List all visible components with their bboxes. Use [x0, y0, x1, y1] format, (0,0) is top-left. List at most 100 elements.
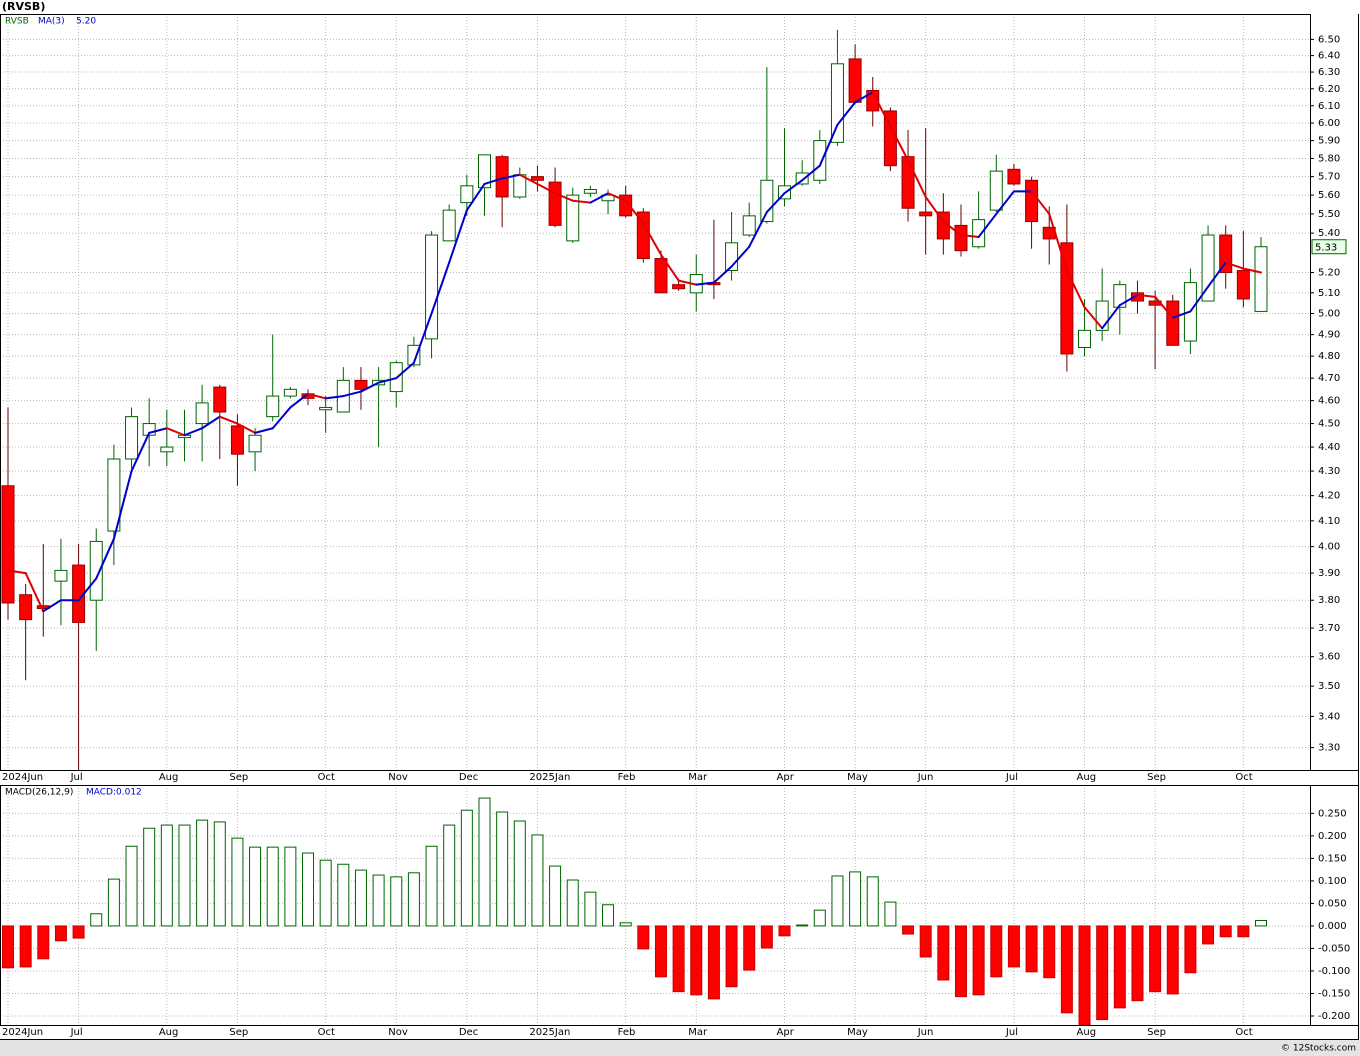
candle-body: [1025, 179, 1039, 223]
candle-body: [1113, 284, 1127, 308]
macd-title: MACD(26,12,9): [5, 788, 73, 798]
macd-bar: [19, 925, 32, 968]
y-tick-label: 0.250: [1318, 808, 1347, 819]
ma-line: [236, 422, 257, 434]
macd-bar: [266, 846, 279, 927]
x-tick-label: Jul: [1005, 1027, 1018, 1038]
ma-line: [712, 265, 733, 284]
macd-bar: [249, 846, 262, 927]
macd-bar: [690, 925, 703, 996]
ma-line: [1154, 295, 1174, 319]
x-tick-label: Jul: [70, 772, 83, 783]
y-tick-label: 4.00: [1318, 542, 1340, 553]
ma-line: [412, 312, 433, 364]
x-tick-label: Jun: [917, 772, 934, 783]
ma-line: [342, 390, 362, 398]
macd-value: MACD:0.012: [86, 788, 142, 798]
macd-bar: [707, 925, 720, 1000]
candle-body: [954, 224, 968, 252]
y-tick-label: 4.20: [1318, 491, 1340, 502]
macd-bar: [1202, 925, 1215, 945]
candle-body: [866, 89, 880, 112]
ma-line: [24, 572, 45, 613]
y-tick-label: 4.70: [1318, 373, 1340, 384]
macd-bar: [619, 922, 632, 927]
candle-body: [1078, 329, 1092, 348]
ma-line: [677, 279, 698, 286]
macd-bar: [849, 871, 862, 927]
candle-body: [795, 172, 809, 185]
last-price-box: [1311, 239, 1347, 255]
x-tick-label: 2025Jan: [529, 1027, 570, 1038]
candle-body: [1236, 270, 1250, 300]
ma-line: [571, 199, 592, 204]
x-tick-label: May: [847, 772, 868, 783]
candle-body: [477, 154, 491, 189]
ma-line: [201, 415, 221, 430]
ma-line: [148, 427, 168, 434]
ma-line: [1118, 293, 1139, 307]
ma-line: [942, 220, 962, 237]
macd-bar: [566, 879, 579, 927]
ma-line: [1065, 269, 1086, 309]
y-tick-label: -0.200: [1318, 1011, 1350, 1022]
ma-line: [959, 234, 980, 238]
ma-line: [218, 415, 239, 425]
y-tick-label: 5.10: [1318, 288, 1340, 299]
macd-bar: [302, 852, 315, 927]
ma-line: [1242, 267, 1262, 274]
ma-line: [448, 209, 468, 264]
candle-body: [601, 194, 615, 202]
macd-bar: [107, 878, 120, 927]
x-tick-label: Jul: [1005, 772, 1018, 783]
x-tick-label: Sep: [1147, 1027, 1166, 1038]
macd-bar: [496, 811, 509, 927]
candle-body: [654, 258, 668, 294]
macd-bar: [1096, 925, 1109, 1021]
x-tick-label: Sep: [1147, 772, 1166, 783]
ma-line: [748, 211, 768, 248]
macd-bar: [2, 925, 14, 969]
candle-body: [919, 211, 933, 217]
legend-symbol: RVSB: [5, 17, 29, 27]
y-tick-label: 6.40: [1318, 51, 1340, 62]
ma-line: [765, 192, 786, 214]
ma-line: [430, 261, 451, 315]
y-tick-label: 3.70: [1318, 623, 1340, 634]
candle-body: [1007, 168, 1021, 185]
y-tick-label: 3.60: [1318, 652, 1340, 663]
y-tick-label: 5.20: [1318, 268, 1340, 279]
ma-line: [77, 577, 98, 602]
macd-bar: [531, 834, 544, 927]
ma-line: [95, 537, 115, 580]
ma-line: [1030, 190, 1051, 215]
y-tick-label: 4.80: [1318, 351, 1340, 362]
candle-body: [160, 446, 174, 453]
candle-body: [425, 234, 439, 340]
candle-body: [460, 185, 474, 204]
x-tick-label: Dec: [459, 1027, 478, 1038]
candle-body: [1130, 292, 1144, 302]
candle-body: [195, 402, 209, 425]
y-tick-label: 5.60: [1318, 190, 1340, 201]
ma-line: [465, 182, 486, 212]
ma-line: [659, 253, 680, 282]
ma-line: [801, 164, 821, 182]
macd-bar: [919, 925, 932, 958]
page-title: (RVSB): [2, 0, 45, 13]
ma-line: [836, 101, 857, 126]
y-tick-label: 0.200: [1318, 831, 1347, 842]
ma-line: [42, 599, 62, 613]
macd-bar: [1255, 920, 1267, 927]
x-tick-label: Oct: [318, 1027, 335, 1038]
ma-line: [624, 199, 645, 225]
macd-bar: [425, 845, 438, 927]
macd-bar: [143, 827, 156, 927]
x-tick-label: Jul: [70, 1027, 83, 1038]
y-tick-label: 0.000: [1318, 921, 1347, 932]
macd-bar: [1184, 925, 1197, 974]
legend-ma: MA(3): [38, 17, 65, 27]
y-tick-label: 0.150: [1318, 853, 1347, 864]
macd-bar: [884, 901, 897, 927]
ma-line: [995, 190, 1015, 215]
